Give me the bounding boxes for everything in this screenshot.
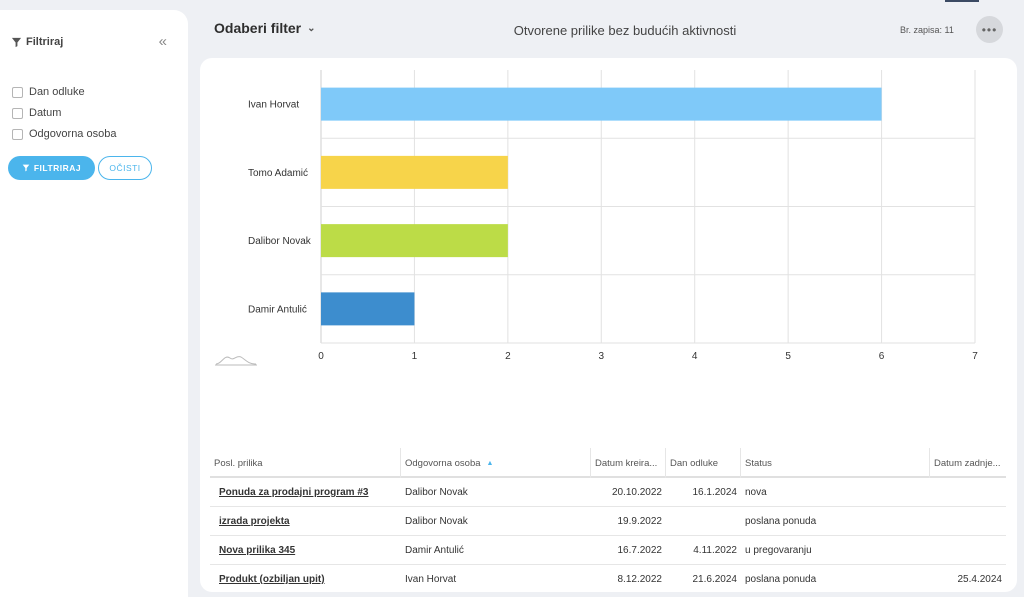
category-label: Damir Antulić [248,304,307,315]
created-date: 20.10.2022 [611,487,662,498]
table-row[interactable]: Nova prilika 345 Damir Antulić 16.7.2022 4.… [210,536,1006,565]
funnel-icon [22,164,30,172]
status: poslana ponuda [745,574,817,585]
filter-button[interactable]: FILTRIRAJ [8,156,95,180]
x-tick-label: 5 [785,351,791,362]
bar-chart: Ivan Horvat Tomo Adamić Dalibor Novak Damir… [248,70,978,362]
decision-date: 21.6.2024 [692,574,738,585]
sort-icon: ▲ [486,459,494,467]
decision-date: 4.11.2022 [693,545,737,556]
checkbox[interactable] [12,107,23,119]
created-date: 19.9.2022 [617,516,663,527]
top-accent-bar [945,0,979,2]
decision-date [666,507,741,536]
last-date [930,536,1006,565]
filter-select[interactable]: Odaberi filter ⌄ [214,20,316,36]
filter-option-datum[interactable]: Datum [12,106,61,120]
status: poslana ponuda [745,516,817,527]
checkbox[interactable] [12,128,23,140]
record-count: Br. zapisa: 11 [900,25,954,35]
bar[interactable] [321,155,508,189]
x-tick-label: 1 [412,351,418,362]
column-header-odluka[interactable]: Dan odluke [666,448,741,478]
x-tick-label: 4 [692,351,698,362]
column-header-kreirano[interactable]: Datum kreira... [591,448,666,478]
responsible-person: Dalibor Novak [405,516,468,527]
page-title: Otvorene prilike bez budućih aktivnosti [513,23,737,38]
status: u pregovaranju [745,545,812,556]
more-options-button[interactable]: ••• [976,16,1003,43]
bar[interactable] [321,87,882,121]
last-date [930,507,1006,536]
chart-thumbnail-icon [215,356,257,366]
opportunity-link[interactable]: Produkt (ozbiljan upit) [219,574,325,585]
table-row[interactable]: Ponuda za prodajni program #3 Dalibor Nov… [210,478,1006,507]
decision-date: 16.1.2024 [692,487,738,498]
filter-select-label: Odaberi filter [214,20,302,36]
category-label: Dalibor Novak [248,236,312,247]
table-row[interactable]: Produkt (ozbiljan upit) Ivan Horvat 8.12.2… [210,565,1006,592]
x-tick-label: 7 [972,351,978,362]
chevron-down-icon: ⌄ [307,22,316,34]
responsible-person: Dalibor Novak [405,487,468,498]
filter-option-label: Odgovorna osoba [29,128,117,140]
collapse-sidebar-icon[interactable]: « [158,33,167,50]
checkbox[interactable] [12,86,23,98]
table-header-row: Posl. prilika Odgovorna osoba ▲ Datum kr… [210,448,1006,478]
created-date: 8.12.2022 [617,574,663,585]
category-label: Tomo Adamić [248,168,308,179]
column-header-label: Odgovorna osoba [405,457,481,469]
filter-option-dan-odluke[interactable]: Dan odluke [12,85,85,99]
table-body: Ponuda za prodajni program #3 Dalibor Nov… [210,478,1006,592]
funnel-icon [11,37,22,47]
opportunity-link[interactable]: Nova prilika 345 [219,545,296,556]
category-label: Ivan Horvat [248,100,299,111]
x-tick-label: 2 [505,351,511,362]
created-date: 16.7.2022 [617,545,663,556]
bar[interactable] [321,292,415,326]
bar[interactable] [321,224,508,258]
column-header-zadnje[interactable]: Datum zadnje... [934,457,1001,469]
filter-button-label: FILTRIRAJ [33,163,82,173]
responsible-person: Damir Antulić [405,545,464,556]
column-header-prilika[interactable]: Posl. prilika [210,448,401,478]
filter-option-label: Dan odluke [29,86,85,98]
status: nova [745,487,767,498]
sidebar-header: Filtriraj « [11,32,171,52]
column-header-osoba[interactable]: Odgovorna osoba ▲ [401,448,591,478]
filter-option-label: Datum [29,107,62,119]
last-date [930,478,1006,507]
opportunity-link[interactable]: Ponuda za prodajni program #3 [219,487,369,498]
column-header-status[interactable]: Status [741,448,930,478]
opportunity-link[interactable]: izrada projekta [219,516,290,527]
opportunities-table: Posl. prilika Odgovorna osoba ▲ Datum kr… [210,448,1006,592]
x-tick-label: 3 [599,351,605,362]
table-row[interactable]: izrada projekta Dalibor Novak 19.9.2022 pos… [210,507,1006,536]
x-tick-label: 0 [318,351,324,362]
x-tick-label: 6 [879,351,885,362]
last-date: 25.4.2024 [957,574,1003,585]
clear-button[interactable]: OČISTI [98,156,152,180]
filter-option-odgovorna-osoba[interactable]: Odgovorna osoba [12,127,116,141]
report-card: Ivan Horvat Tomo Adamić Dalibor Novak Damir… [200,58,1017,592]
responsible-person: Ivan Horvat [405,574,457,585]
filter-sidebar: Filtriraj « Dan odluke Datum Odgovorna o… [0,10,188,597]
sidebar-title: Filtriraj [26,36,64,48]
